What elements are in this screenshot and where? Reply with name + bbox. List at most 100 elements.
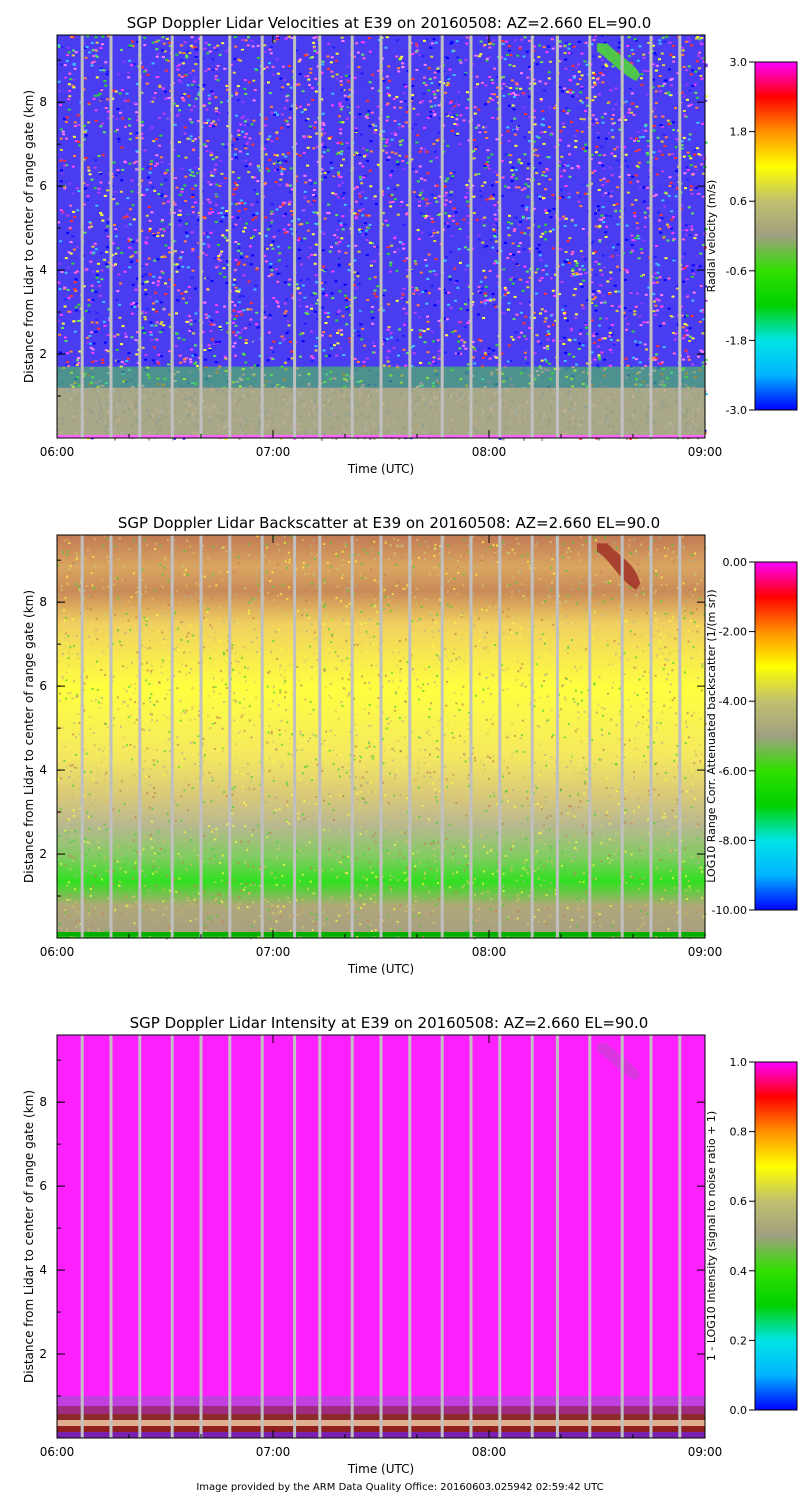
gap-line [228,35,232,438]
colorbar: 1.0 0.8 0.6 0.4 0.2 0.0 1 - LOG10 Intensity (s… [705,1056,798,1417]
gap-line [678,1035,682,1438]
x-tick-label: 09:00 [688,1445,723,1459]
colorbar-tick-label: -4.00 [719,695,747,708]
x-tick-label: 07:00 [256,945,291,959]
colorbar-scale [754,61,798,411]
gap-line [440,535,444,938]
colorbar-tick-label: 0.4 [730,1265,748,1278]
chart-title: SGP Doppler Lidar Intensity at E39 on 20… [130,1014,649,1032]
chart-title: SGP Doppler Lidar Velocities at E39 on 2… [127,14,652,32]
gap-line [293,35,297,438]
y-tick-label: 8 [39,595,47,609]
gap-line [498,1035,502,1438]
velocity-chart: 06:00 07:00 08:00 09:00 Time (UTC) 2 4 6 8Distan… [22,14,798,476]
data-gaps [80,35,682,438]
footer-credit: Image provided by the ARM Data Quality O… [196,1482,604,1493]
x-tick-label: 06:00 [40,945,75,959]
x-axis: 06:00 07:00 08:00 09:00 Time (UTC) [40,35,723,476]
y-tick-label: 2 [39,347,47,361]
y-tick-label: 8 [39,95,47,109]
colorbar-tick-label: 0.6 [730,1195,748,1208]
gap-line [260,35,264,438]
gap-line [260,1035,264,1438]
colorbar-tick-label: -8.00 [719,834,747,847]
colorbar-scale [754,1061,798,1411]
gap-line [80,535,84,938]
plot-area [56,1034,706,1439]
colorbar-tick-label: 0.2 [730,1334,748,1347]
y-tick-label: 2 [39,847,47,861]
gap-line [318,35,322,438]
gap-line [228,535,232,938]
gap-line [588,1035,592,1438]
colorbar: 3.0 1.8 0.6 -0.6 -1.8 -3.0 Radial velocity (m/… [705,56,798,417]
gap-line [469,35,473,438]
colorbar-tick-label: -0.6 [726,265,747,278]
y-tick-label: 6 [39,1179,47,1193]
gap-line [293,1035,297,1438]
gap-line [408,35,412,438]
gap-line [498,35,502,438]
velocity-panel: 06:00 07:00 08:00 09:00 Time (UTC) 2 4 6 8 Distan… [0,0,800,500]
gap-line [138,535,142,938]
plot-area [56,34,708,441]
backscatter-chart: 06:00 07:00 08:00 09:00 Time (UTC) 2 4 6 8Distan… [22,514,798,976]
gap-line [469,535,473,938]
chart-title: SGP Doppler Lidar Backscatter at E39 on … [118,514,660,532]
plot-frame [56,1034,706,1439]
gap-line [199,1035,203,1438]
gap-line [170,35,174,438]
plume-feature [597,1043,641,1082]
gap-line [649,535,653,938]
colorbar-tick-label: -2.00 [719,626,747,639]
gap-line [678,35,682,438]
y-tick-label: 8 [39,1095,47,1109]
colorbar-tick-label: 0.6 [730,195,748,208]
gap-line [170,535,174,938]
gap-line [170,1035,174,1438]
colorbar-tick-label: 3.0 [730,56,748,69]
colorbar-label: LOG10 Range Corr. Attenuated backscatter… [705,589,718,882]
plot-area [56,534,707,940]
colorbar-tick-label: -1.8 [726,334,747,347]
gap-line [80,35,84,438]
gap-line [678,535,682,938]
colorbar-tick-label: -10.00 [712,904,747,917]
x-tick-label: 07:00 [256,445,291,459]
gap-line [318,1035,322,1438]
gap-line [109,35,113,438]
gap-line [498,535,502,938]
gap-line [530,535,534,938]
y-axis-label: Distance from Lidar to center of range g… [22,1090,36,1383]
gap-line [649,1035,653,1438]
data-gaps [80,1035,682,1438]
colorbar-tick-label: 0.0 [730,1404,748,1417]
gap-line [293,535,297,938]
gap-line [440,35,444,438]
gap-line [408,535,412,938]
colorbar-tick-label: 0.8 [730,1126,748,1139]
gap-line [555,35,559,438]
gap-line [350,535,354,938]
gap-line [228,1035,232,1438]
x-axis-label: Time (UTC) [347,962,414,976]
colorbar-tick-label: -6.00 [719,765,747,778]
x-tick-label: 09:00 [688,445,723,459]
colorbar-tick-label: 1.8 [730,126,748,139]
gap-line [620,35,624,438]
gap-line [109,1035,113,1438]
gap-line [350,35,354,438]
gap-line [80,1035,84,1438]
plot-frame [56,534,706,939]
x-axis-label: Time (UTC) [347,1462,414,1476]
x-tick-label: 09:00 [688,945,723,959]
x-axis: 06:00 07:00 08:00 09:00 Time (UTC) [40,1035,723,1476]
gap-line [440,1035,444,1438]
x-tick-label: 06:00 [40,1445,75,1459]
gap-line [199,35,203,438]
y-tick-label: 2 [39,1347,47,1361]
plume-feature [597,43,641,82]
gap-line [588,535,592,938]
